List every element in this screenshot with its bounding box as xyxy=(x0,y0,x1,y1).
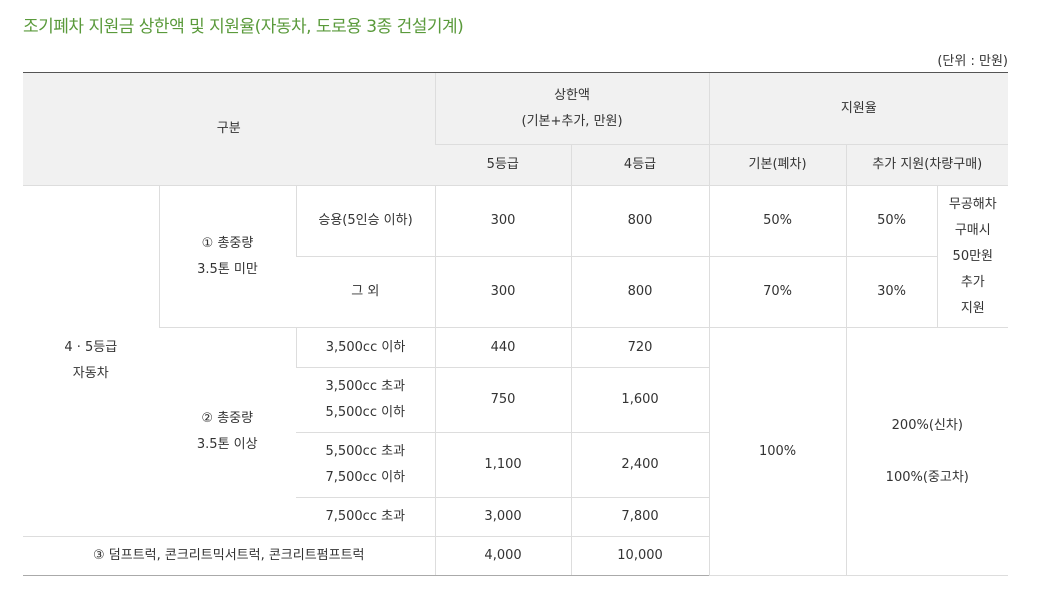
subgroup-light-line1: ① 총중량 xyxy=(201,235,254,251)
cell-grade4: 2,400 xyxy=(570,432,710,498)
table-row: 3,500cc 초과 5,500cc 이하 750 1,600 xyxy=(23,367,1008,433)
row-label: 3,500cc 초과 5,500cc 이하 xyxy=(296,367,436,433)
cell-grade5: 4,000 xyxy=(434,536,572,576)
cell-grade4: 10,000 xyxy=(570,536,710,576)
cell-grade5: 3,000 xyxy=(434,497,572,537)
row-label-construction: ③ 덤프트럭, 콘크리트믹서트럭, 콘크리트펌프트럭 xyxy=(23,536,436,576)
table-row: ③ 덤프트럭, 콘크리트믹서트럭, 콘크리트펌프트럭 4,000 10,000 xyxy=(23,536,1008,576)
table-row: ② 총중량 3.5톤 이상 3,500cc 이하 440 720 100% 20… xyxy=(23,327,1009,576)
extra-new-car: 200%(신차) xyxy=(891,417,963,433)
cell-grade4: 800 xyxy=(570,256,710,328)
side-note: 무공해차 구매시 50만원 추가 지원 xyxy=(936,185,1009,328)
subgroup-heavy-line1: ② 총중량 xyxy=(201,411,254,426)
header-cap-line1: 상한액 xyxy=(554,87,590,103)
side-note-line: 50만원 xyxy=(952,248,994,264)
cell-rate-extra: 30% xyxy=(845,256,938,328)
cell-grade4: 1,600 xyxy=(570,367,710,433)
header-rate-basic: 기본(폐차) xyxy=(708,144,847,186)
header-category: 구분 xyxy=(23,72,436,186)
spacer xyxy=(851,439,1005,465)
side-note-line: 구매시 xyxy=(954,222,991,238)
row-label: 그 외 xyxy=(296,256,436,328)
cell-grade5: 750 xyxy=(434,367,572,433)
row-label: 7,500cc 초과 xyxy=(296,497,436,537)
row-label: 3,500cc 이하 xyxy=(295,327,436,368)
table-row: 그 외 300 800 70% 30% xyxy=(23,256,1008,328)
cell-rate-basic: 70% xyxy=(708,256,847,328)
side-note-line: 무공해차 xyxy=(948,196,997,212)
cell-rate-basic-large: 100% xyxy=(708,327,847,576)
group-vehicle-line1: 4 · 5등급 xyxy=(64,340,118,355)
side-note-line: 지원 xyxy=(960,300,985,316)
subgroup-light: ① 총중량 3.5톤 미만 xyxy=(158,185,296,328)
cell-grade5: 300 xyxy=(434,185,572,257)
header-grade4: 4등급 xyxy=(570,144,710,186)
group-vehicle: 4 · 5등급 자동차 xyxy=(23,185,159,537)
header-rate-extra: 추가 지원(차량구매) xyxy=(845,144,1009,186)
cell-rate-extra: 50% xyxy=(845,185,938,257)
table-row: 4 · 5등급 자동차 ① 총중량 3.5톤 미만 승용(5인승 이하) 300… xyxy=(23,185,1009,537)
cell-grade4: 800 xyxy=(570,185,710,257)
row-label: 5,500cc 초과 7,500cc 이하 xyxy=(296,432,436,498)
cell-grade4: 7,800 xyxy=(570,497,710,537)
page-title: 조기폐차 지원금 상한액 및 지원율(자동차, 도로용 3종 건설기계) xyxy=(23,17,464,37)
subgroup-heavy: ② 총중량 3.5톤 이상 xyxy=(159,327,296,537)
row-label: 승용(5인승 이하) xyxy=(295,185,436,257)
group-vehicle-line2: 자동차 xyxy=(72,366,109,381)
header-cap: 상한액 (기본+추가, 만원) xyxy=(434,72,710,145)
row-label-line2: 7,500cc 이하 xyxy=(325,470,406,485)
subsidy-table: 구분 상한액 (기본+추가, 만원) 지원율 5등급 4등급 기본(폐차) 추가… xyxy=(23,72,1009,576)
cell-grade4: 720 xyxy=(570,327,710,368)
cell-grade5: 1,100 xyxy=(434,432,572,498)
extra-used-car: 100%(중고차) xyxy=(885,469,969,485)
side-note-line: 추가 xyxy=(960,274,985,290)
row-label-line1: 3,500cc 초과 xyxy=(325,379,406,394)
cell-rate-extra-large: 200%(신차) 100%(중고차) xyxy=(845,327,1009,576)
row-label-line1: 5,500cc 초과 xyxy=(325,444,406,459)
cell-grade5: 440 xyxy=(434,327,572,368)
header-cap-line2: (기본+추가, 만원) xyxy=(521,113,623,129)
unit-label: (단위 : 만원) xyxy=(937,54,1008,69)
cell-rate-basic: 50% xyxy=(708,185,847,257)
header-grade5: 5등급 xyxy=(435,144,572,186)
subgroup-heavy-line2: 3.5톤 이상 xyxy=(196,437,258,452)
table-row: 7,500cc 초과 3,000 7,800 xyxy=(23,497,1008,537)
table-row: 5,500cc 초과 7,500cc 이하 1,100 2,400 xyxy=(23,432,1008,498)
row-label-line2: 5,500cc 이하 xyxy=(325,405,406,420)
header-rate: 지원율 xyxy=(708,72,1009,145)
subgroup-light-line2: 3.5톤 미만 xyxy=(197,261,258,277)
cell-grade5: 300 xyxy=(434,256,572,328)
